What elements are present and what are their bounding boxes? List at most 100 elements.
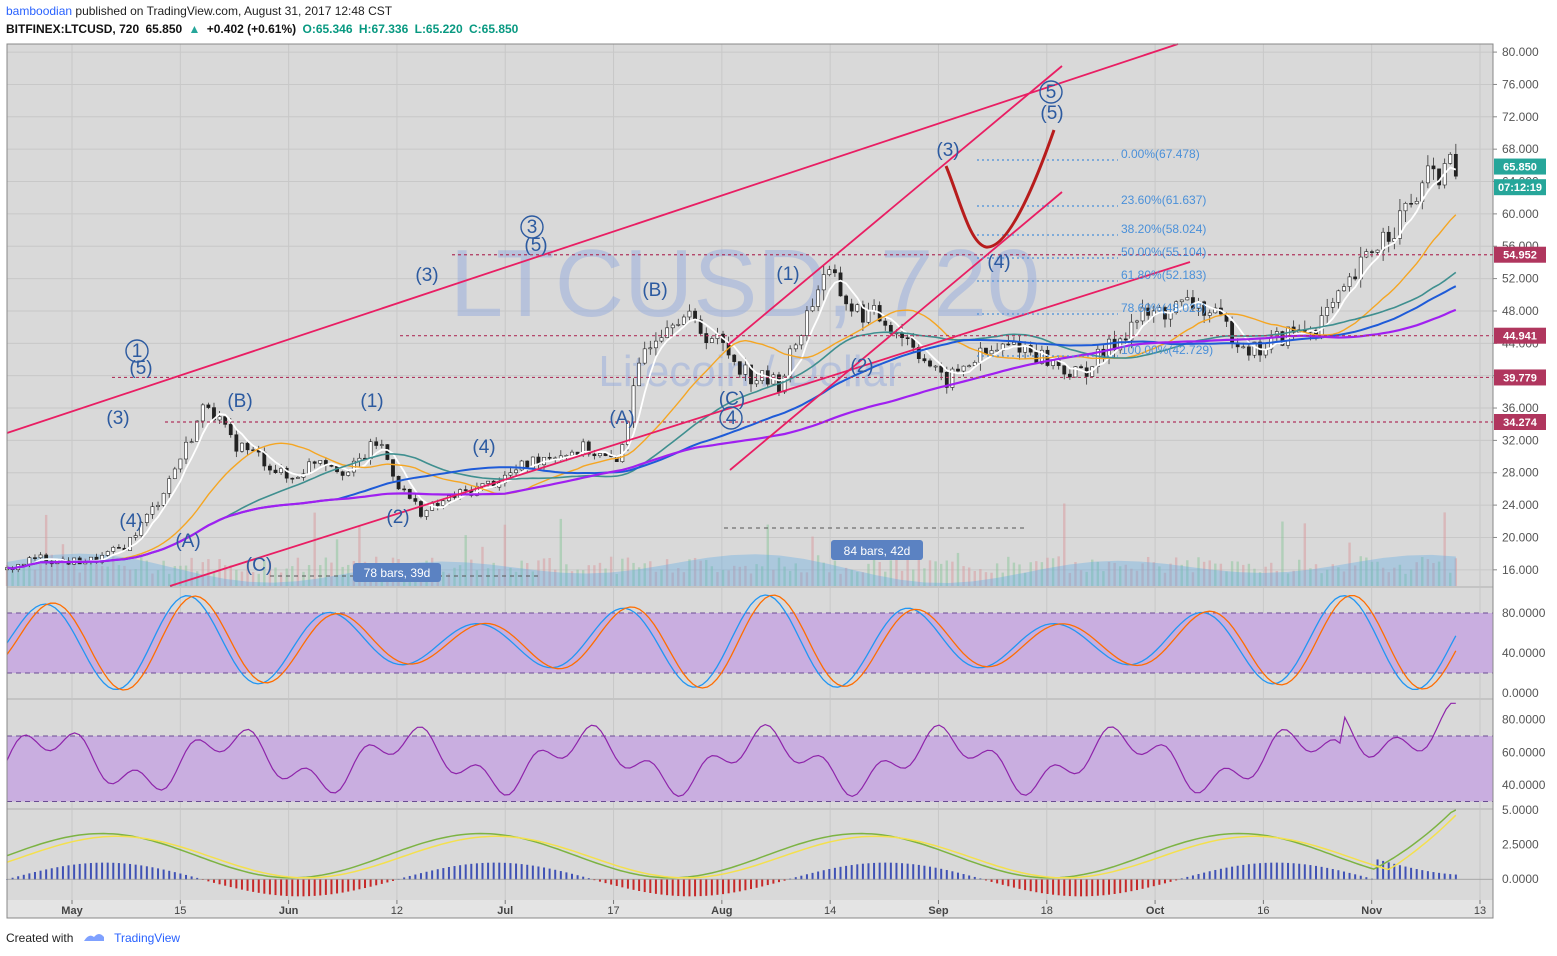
histogram-bar (140, 865, 143, 880)
volume-bar (486, 568, 490, 586)
histogram-bar (123, 863, 126, 880)
histogram-bar (845, 865, 848, 880)
wave-label: (5) (524, 235, 547, 256)
histogram-bar (1130, 879, 1133, 892)
volume-bar (285, 568, 288, 586)
histogram-bar (95, 862, 98, 880)
tradingview-logo-icon (83, 931, 105, 946)
volume-bar (218, 559, 221, 586)
volume-bar (705, 559, 708, 586)
candle-up (972, 362, 977, 367)
volume-bar (1001, 572, 1004, 586)
histogram-bar (755, 879, 758, 888)
volume-bar (1242, 564, 1245, 586)
histogram-bar (1085, 879, 1088, 897)
candle-up (687, 310, 692, 318)
candle-up (967, 365, 972, 368)
volume-bar (1398, 564, 1402, 586)
volume-bar (1063, 503, 1066, 586)
histogram-bar (1007, 879, 1010, 887)
candle-up (139, 522, 144, 536)
candle-up (307, 461, 311, 475)
created-with-text: Created with (6, 931, 74, 945)
volume-bar (777, 557, 781, 586)
histogram-bar (1135, 879, 1138, 891)
histogram-bar (151, 867, 154, 880)
histogram-bar (408, 875, 411, 880)
histogram-bar (559, 871, 562, 880)
symbol-label: BITFINEX:LTCUSD, 720 (6, 22, 140, 36)
histogram-bar (1303, 864, 1306, 880)
histogram-bar (1169, 879, 1172, 882)
symbol-info: BITFINEX:LTCUSD, 720 65.850 ▲ +0.402 (+0… (6, 22, 521, 36)
oscillator-tick-label: 5.0000 (1502, 803, 1539, 817)
volume-bar (1035, 561, 1038, 586)
y-tick-label: 20.000 (1502, 530, 1539, 544)
stoch-k-line (6, 594, 1457, 691)
volume-bar (313, 512, 316, 586)
histogram-bar (1342, 871, 1345, 880)
volume-bar (156, 570, 160, 586)
volume-bar (201, 562, 204, 586)
volume-bar (951, 561, 954, 586)
candle-up (1107, 338, 1111, 358)
histogram-bar (705, 879, 708, 896)
histogram-bar (1348, 872, 1351, 880)
watermark-symbol: LTCUSD, 720 (450, 230, 1040, 337)
volume-bar (1146, 556, 1150, 586)
histogram-bar (822, 870, 825, 880)
range-label-box (831, 540, 923, 560)
author-link[interactable]: bamboodian (6, 4, 73, 18)
candle-up (821, 274, 826, 291)
volume-bar (1365, 557, 1368, 586)
volume-bar (11, 569, 14, 586)
tradingview-brand-link[interactable]: TradingView (114, 931, 181, 945)
histogram-bar (492, 862, 495, 880)
candle-down (1370, 251, 1374, 253)
wave-label: (5) (1040, 103, 1063, 124)
volume-bar (984, 572, 988, 586)
volume-bar (240, 571, 244, 586)
volume-bar (861, 572, 865, 586)
histogram-bar (554, 869, 557, 880)
volume-bar (95, 562, 98, 586)
y-tick-label: 16.000 (1502, 563, 1539, 577)
price-label-box (1494, 413, 1546, 430)
trend-channel-line (6, 43, 1179, 434)
candle-up (240, 442, 244, 452)
oscillator-tick-label: 2.5000 (1502, 838, 1539, 852)
y-tick-label: 52.000 (1502, 272, 1539, 286)
candle-up (855, 304, 860, 312)
histogram-bar (375, 879, 378, 886)
histogram-bar (1337, 870, 1340, 880)
histogram-bar (173, 872, 176, 880)
volume-bar (358, 526, 361, 586)
volume-bar (184, 565, 188, 586)
histogram-bar (699, 879, 702, 897)
histogram-bar (1264, 862, 1267, 880)
volume-bar (72, 560, 76, 586)
candle-down (737, 361, 742, 375)
time-axis-background (7, 900, 1493, 918)
histogram-bar (1197, 873, 1200, 880)
histogram-bar (582, 876, 585, 880)
volume-bar (632, 562, 635, 586)
candle-up (156, 505, 160, 507)
volume-bar (442, 571, 445, 586)
histogram-bar (50, 868, 53, 880)
volume-bar (565, 564, 568, 586)
candle-down (928, 360, 932, 367)
histogram-bar (1035, 879, 1038, 893)
candle-up (1336, 290, 1341, 303)
volume-bar (162, 560, 165, 586)
y-tick-label: 60.000 (1502, 207, 1539, 221)
candle-down (340, 471, 345, 476)
wave-label: (B) (642, 280, 667, 301)
histogram-bar (794, 877, 797, 880)
histogram-bar (106, 862, 109, 880)
volume-bar (878, 562, 881, 586)
histogram-bar (951, 871, 954, 880)
volume-bar (1342, 571, 1346, 586)
oscillator-tick-label: 80.0000 (1502, 606, 1546, 620)
